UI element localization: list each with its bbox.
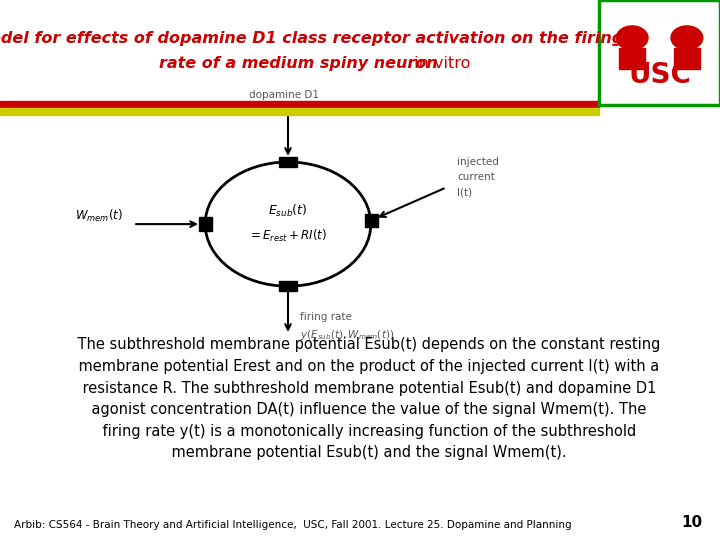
Text: $W_{mem}(t)$: $W_{mem}(t)$ — [75, 208, 122, 224]
Text: agonist DA(t): agonist DA(t) — [250, 104, 319, 114]
Circle shape — [671, 26, 703, 50]
Text: $= E_{rest} + RI(t)$: $= E_{rest} + RI(t)$ — [248, 228, 328, 244]
Text: The subthreshold membrane potential Esub(t) depends on the constant resting
    : The subthreshold membrane potential Esub… — [59, 338, 661, 461]
Bar — [0, 108, 599, 115]
Bar — [279, 157, 297, 167]
Text: I(t): I(t) — [457, 187, 472, 197]
Text: Model for effects of dopamine D1 class receptor activation on the firing: Model for effects of dopamine D1 class r… — [0, 31, 624, 46]
Bar — [0, 101, 599, 108]
Text: USC: USC — [628, 61, 691, 89]
Text: $y(E_{sub}(t), W_{mem}(t))$: $y(E_{sub}(t), W_{mem}(t))$ — [300, 328, 394, 342]
Bar — [279, 281, 297, 291]
Text: in vitro: in vitro — [408, 56, 470, 71]
Bar — [365, 214, 378, 227]
Text: rate of a medium spiny neuron: rate of a medium spiny neuron — [160, 56, 438, 71]
FancyBboxPatch shape — [599, 0, 720, 105]
Bar — [619, 48, 645, 69]
Text: 10: 10 — [681, 515, 702, 530]
Text: Arbib: CS564 - Brain Theory and Artificial Intelligence,  USC, Fall 2001. Lectur: Arbib: CS564 - Brain Theory and Artifici… — [14, 520, 572, 530]
Bar — [674, 48, 700, 69]
Text: $E_{sub}(t)$: $E_{sub}(t)$ — [269, 202, 307, 219]
Text: firing rate: firing rate — [300, 312, 351, 322]
Text: injected: injected — [457, 157, 499, 167]
Circle shape — [616, 26, 648, 50]
Bar — [199, 217, 212, 231]
Text: current: current — [457, 172, 495, 182]
Text: dopamine D1: dopamine D1 — [249, 90, 320, 100]
